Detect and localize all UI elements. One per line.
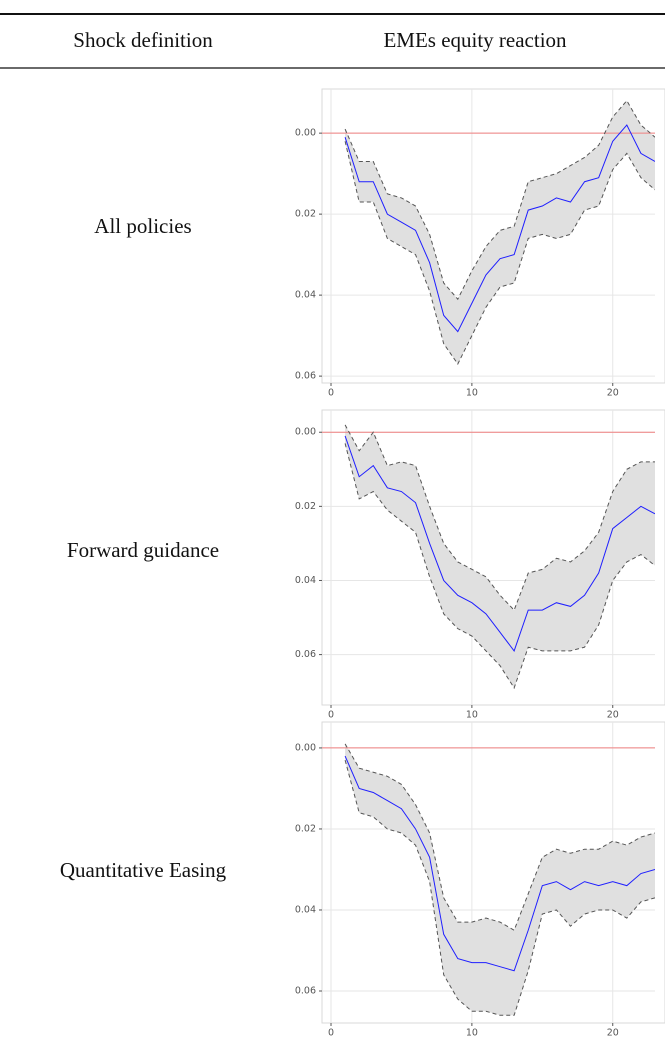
- y-tick-label: 0.06: [295, 985, 316, 996]
- band-lower: [344, 743, 655, 931]
- y-tick-label: 0.00: [295, 742, 316, 753]
- band-upper: [344, 759, 655, 1016]
- band-lower: [344, 424, 655, 612]
- column-header: Shock definition: [73, 28, 213, 52]
- y-tick-label: 0.02: [295, 501, 316, 512]
- column-header: EMEs equity reaction: [383, 28, 567, 52]
- row-label: All policies: [94, 214, 191, 238]
- x-tick-label: 0: [328, 710, 334, 721]
- band-upper: [344, 443, 655, 690]
- series-line: [344, 435, 655, 652]
- confidence-band: [345, 100, 655, 364]
- row-label: Quantitative Easing: [60, 858, 227, 882]
- y-tick-label: 0.02: [295, 823, 316, 834]
- series-line: [344, 124, 655, 333]
- x-tick-label: 10: [466, 388, 478, 399]
- y-tick-label: 0.00: [295, 427, 316, 438]
- y-tick-label: 0.04: [295, 575, 316, 586]
- confidence-band: [345, 743, 655, 1016]
- x-tick-label: 0: [328, 388, 334, 399]
- chart-panel: 0.00 0.02 0.04 0.06 0 10 20: [295, 721, 665, 1039]
- plot-area: [322, 743, 655, 1016]
- chart-panel: 0.00 0.02 0.04 0.06 0 10 20: [295, 88, 665, 399]
- series-line: [344, 755, 655, 972]
- row-label: Forward guidance: [67, 538, 219, 562]
- y-tick-label: 0.04: [295, 290, 316, 301]
- y-tick-label: 0.06: [295, 649, 316, 660]
- y-tick-label: 0.04: [295, 904, 316, 915]
- x-tick-label: 10: [466, 710, 478, 721]
- band-upper: [344, 141, 655, 365]
- plot-area: [322, 99, 655, 365]
- y-tick-label: 0.06: [295, 371, 316, 382]
- y-tick-label: 0.02: [295, 209, 316, 220]
- x-tick-label: 20: [607, 710, 619, 721]
- x-tick-label: 10: [466, 1028, 478, 1039]
- confidence-band: [345, 424, 655, 688]
- plot-area: [322, 424, 655, 690]
- y-tick-label: 0.00: [295, 128, 316, 139]
- x-tick-label: 0: [328, 1028, 334, 1039]
- band-lower: [344, 99, 655, 301]
- chart-panel: 0.00 0.02 0.04 0.06 0 10 20: [295, 409, 665, 721]
- x-tick-label: 20: [607, 388, 619, 399]
- x-tick-label: 20: [607, 1028, 619, 1039]
